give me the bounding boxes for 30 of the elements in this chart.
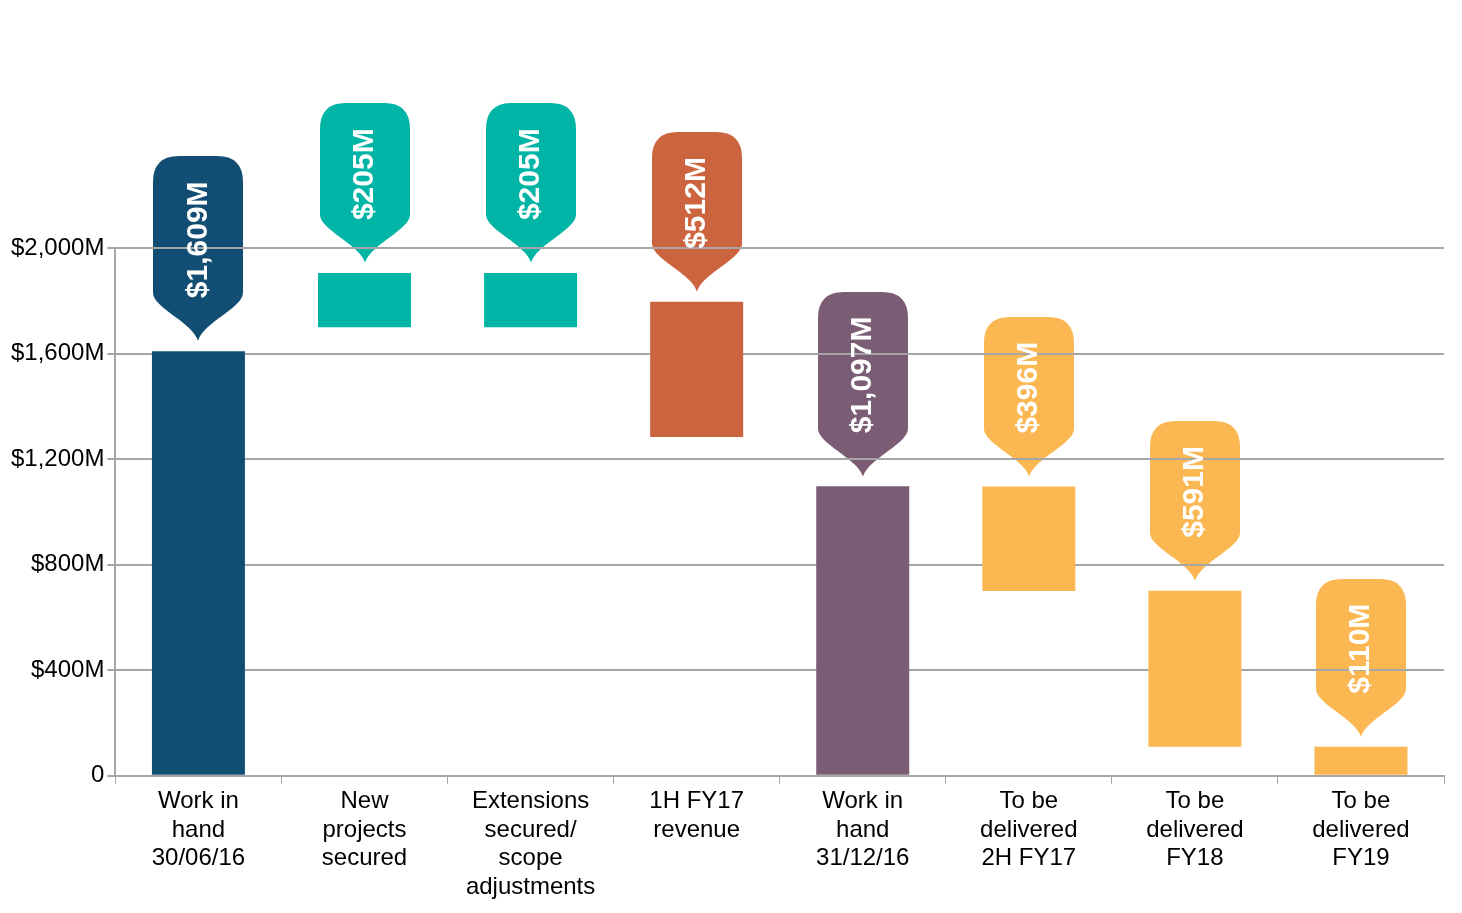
data-label: $396M — [1010, 341, 1044, 434]
data-label: $1,097M — [844, 316, 877, 434]
bar — [1314, 746, 1408, 775]
bar — [151, 351, 245, 775]
data-label: $110M — [1342, 603, 1376, 694]
data-label: $512M — [677, 157, 711, 249]
x-tick-label: 1H FY17 revenue — [649, 785, 745, 842]
x-tick-label: Extensions secured/ scope adjustments — [465, 785, 596, 900]
data-label: $1,609M — [179, 181, 213, 299]
y-tick-label: $1,600M — [10, 338, 105, 366]
x-tick-label: To be delivered 2H FY17 — [980, 785, 1078, 871]
bar — [816, 486, 910, 775]
y-tick-label: $2,000M — [10, 232, 105, 260]
y-tick-label: $400M — [31, 654, 105, 682]
bar — [650, 301, 744, 437]
bar — [1148, 590, 1242, 747]
bar — [982, 486, 1076, 592]
y-tick-label: 0 — [91, 760, 105, 788]
x-tick-label: Work in hand 31/12/16 — [816, 785, 910, 871]
data-label: $205M — [345, 128, 379, 221]
data-label: $591M — [1176, 446, 1210, 538]
x-tick-label: To be delivered FY19 — [1312, 785, 1410, 871]
x-tick-label: Work in hand 30/06/16 — [151, 785, 246, 871]
bar — [318, 273, 412, 328]
data-label: $205M — [511, 128, 545, 221]
x-tick-label: New projects secured — [321, 785, 408, 871]
y-tick-label: $1,200M — [10, 443, 105, 471]
bar — [484, 273, 578, 328]
y-tick-label: $800M — [31, 549, 105, 577]
x-tick-label: To be delivered FY18 — [1146, 785, 1244, 871]
